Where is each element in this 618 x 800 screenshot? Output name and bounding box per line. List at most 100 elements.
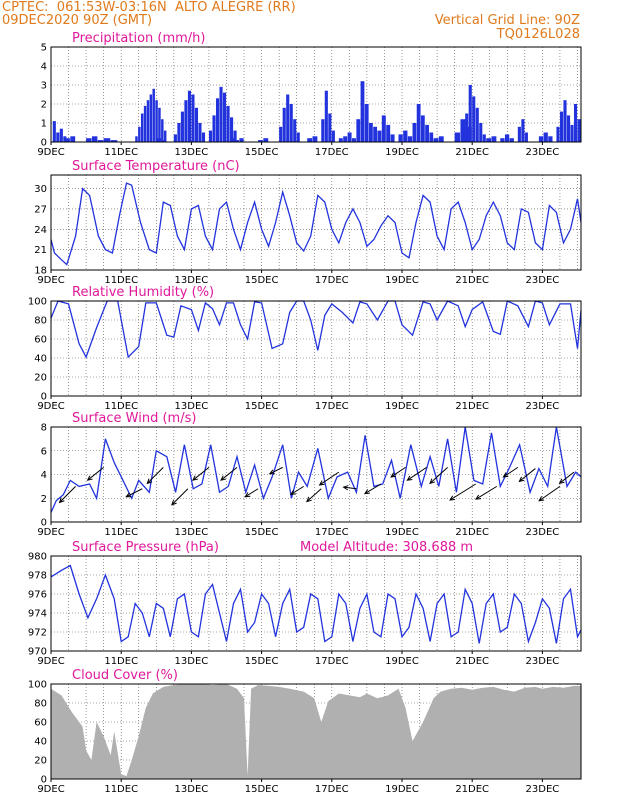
y-tick-label: 60 bbox=[34, 718, 47, 729]
wind-arrow-head bbox=[449, 495, 456, 501]
x-tick-label: 13DEC bbox=[175, 147, 209, 158]
precip-bar bbox=[486, 138, 492, 142]
precip-bar bbox=[347, 132, 352, 142]
model-altitude-label: Model Altitude: 308.688 m bbox=[300, 540, 473, 555]
panel-wind: 0 2 4 6 8 9DEC 11DEC 13DEC 15DEC 17DEC 19DEC 21DEC 2… bbox=[37, 411, 582, 538]
wind-arrow bbox=[538, 485, 561, 502]
wind-arrow bbox=[192, 466, 210, 481]
wind-arrow-shaft bbox=[192, 466, 210, 481]
precip-bar bbox=[258, 140, 263, 142]
wind-arrow-shaft bbox=[290, 485, 304, 495]
wind-arrow-shaft bbox=[475, 485, 498, 500]
precip-bar bbox=[429, 132, 434, 142]
precip-bar bbox=[524, 132, 528, 142]
y-tick-label: 27 bbox=[34, 204, 47, 215]
precip-bar bbox=[377, 130, 382, 142]
x-tick-label: 21DEC bbox=[455, 527, 489, 538]
precip-bar bbox=[425, 124, 429, 142]
wind-arrow-shaft bbox=[171, 488, 189, 506]
wind-arrow-head bbox=[86, 475, 93, 481]
precip-bar bbox=[233, 130, 237, 142]
wind-arrow bbox=[171, 488, 189, 506]
x-tick-label: 13DEC bbox=[175, 275, 209, 286]
precip-bar bbox=[559, 111, 564, 142]
precip-bar bbox=[239, 138, 244, 142]
precip-bar bbox=[312, 136, 318, 142]
panel-title-wind: Surface Wind (m/s) bbox=[72, 411, 196, 426]
x-tick-label: 17DEC bbox=[315, 784, 349, 795]
precip-bar bbox=[56, 132, 60, 142]
precip-bar bbox=[386, 124, 391, 142]
precip-bar bbox=[52, 121, 56, 142]
precip-bar bbox=[184, 100, 188, 142]
x-tick-label: 15DEC bbox=[245, 784, 279, 795]
x-tick-label: 19DEC bbox=[385, 527, 419, 538]
precip-bar bbox=[390, 134, 395, 142]
precip-bar bbox=[201, 132, 206, 142]
precip-bar bbox=[556, 126, 560, 142]
precip-bar bbox=[65, 138, 70, 142]
wind-arrow bbox=[502, 466, 519, 478]
x-tick-label: 15DEC bbox=[245, 656, 279, 667]
x-tick-label: 9DEC bbox=[37, 784, 64, 795]
precip-bar bbox=[140, 113, 144, 142]
wind-arrow-shaft bbox=[319, 471, 340, 486]
panel-cloud-cover: 0 20 40 60 80 100 9DEC 11DEC 13DEC 15DEC 17DEC 19DE… bbox=[28, 668, 582, 795]
x-tick-label: 15DEC bbox=[245, 147, 279, 158]
precip-bar bbox=[293, 119, 297, 142]
precip-bar bbox=[226, 105, 230, 142]
x-tick-label: 13DEC bbox=[175, 401, 209, 412]
precip-bar bbox=[573, 104, 578, 142]
series-line-pressure bbox=[50, 564, 582, 644]
x-tick-label: 9DEC bbox=[37, 401, 64, 412]
wind-arrow bbox=[58, 486, 76, 504]
precip-bar bbox=[163, 130, 167, 142]
x-tick-label: 19DEC bbox=[385, 147, 419, 158]
wind-arrow-head bbox=[146, 478, 153, 485]
precip-bar bbox=[331, 130, 335, 142]
precip-bar bbox=[465, 113, 469, 142]
y-tick-label: 80 bbox=[34, 316, 47, 327]
y-tick-label: 6 bbox=[41, 446, 47, 457]
wind-arrow bbox=[289, 485, 304, 495]
precip-bar bbox=[504, 134, 510, 142]
y-tick-label: 4 bbox=[41, 470, 47, 481]
precip-bar bbox=[161, 140, 167, 142]
wind-arrow-head bbox=[390, 472, 397, 478]
y-tick-label: 40 bbox=[34, 737, 47, 748]
precip-bar bbox=[521, 119, 525, 142]
wind-arrow-head bbox=[192, 475, 198, 481]
x-tick-label: 11DEC bbox=[104, 527, 138, 538]
y-tick-label: 4 bbox=[41, 62, 47, 73]
wind-arrow-shaft bbox=[364, 483, 382, 495]
y-tick-label: 0 bbox=[41, 518, 47, 529]
precip-bar bbox=[517, 126, 521, 142]
precip-bar bbox=[289, 104, 293, 142]
wind-arrow bbox=[220, 466, 238, 481]
wind-arrow-head bbox=[268, 469, 275, 475]
x-tick-label: 21DEC bbox=[455, 275, 489, 286]
wind-arrow-head bbox=[58, 497, 65, 504]
precip-bar bbox=[438, 136, 444, 142]
x-tick-label: 19DEC bbox=[385, 275, 419, 286]
precip-bar bbox=[538, 136, 544, 142]
wind-arrow-shaft bbox=[126, 488, 143, 498]
precip-bar bbox=[307, 138, 313, 142]
y-tick-label: 5 bbox=[41, 43, 47, 54]
wind-arrow-shaft bbox=[146, 467, 164, 484]
y-tick-label: 2 bbox=[41, 100, 47, 111]
x-tick-label: 23DEC bbox=[526, 656, 560, 667]
y-tick-label: 1 bbox=[41, 119, 47, 130]
x-tick-label: 9DEC bbox=[37, 275, 64, 286]
precip-bar bbox=[191, 94, 195, 142]
precip-bar bbox=[566, 115, 571, 142]
precip-bar bbox=[338, 138, 343, 142]
y-tick-label: 18 bbox=[34, 266, 47, 277]
precip-bar bbox=[86, 138, 92, 142]
x-tick-label: 21DEC bbox=[455, 147, 489, 158]
y-tick-label: 20 bbox=[34, 373, 47, 384]
precip-bar bbox=[177, 123, 181, 142]
x-tick-label: 23DEC bbox=[526, 784, 560, 795]
precip-bar bbox=[143, 105, 147, 142]
